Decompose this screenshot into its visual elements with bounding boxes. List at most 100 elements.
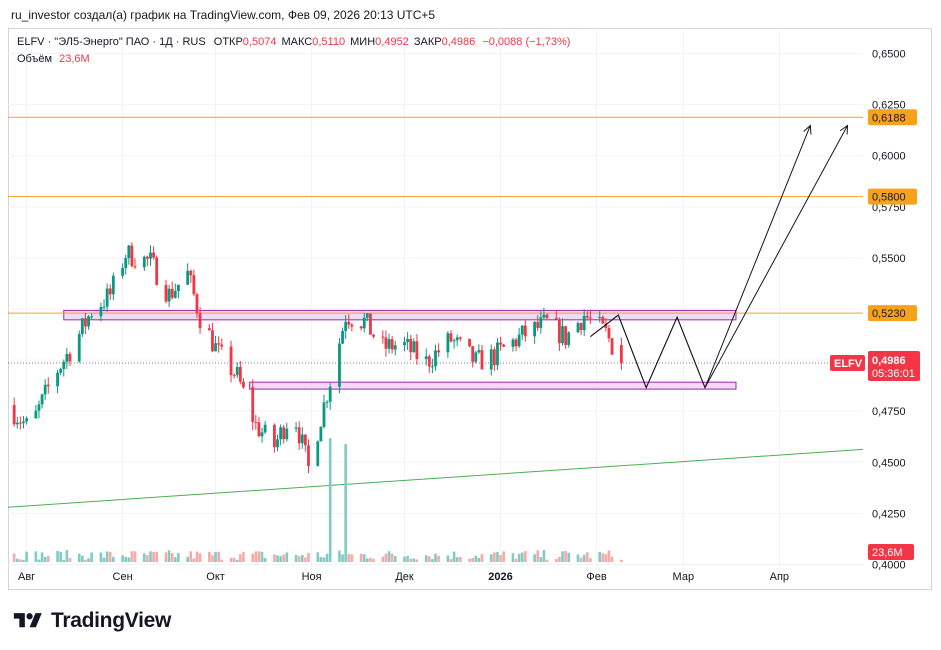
price-chart[interactable]: 0,4000 0,4250 0,4500 0,4750 0,5500 0,5750 0,60… xyxy=(8,28,932,590)
volume-bar xyxy=(149,551,152,562)
last-price-tag xyxy=(868,350,920,381)
y-tick-label: 0,4750 xyxy=(872,406,906,418)
volume-bar xyxy=(341,554,344,562)
candle xyxy=(65,353,69,362)
volume-bar xyxy=(387,551,391,562)
volume-bar xyxy=(12,553,16,562)
candle xyxy=(316,441,320,466)
candle xyxy=(279,427,283,440)
volume-bar xyxy=(170,553,174,562)
candle xyxy=(533,321,537,337)
volume-bar xyxy=(121,555,124,562)
legend-high-label: МАКС xyxy=(281,36,313,48)
candle xyxy=(173,290,177,298)
candle xyxy=(322,402,326,427)
volume-tag-label: 23,6M xyxy=(872,547,903,559)
candle xyxy=(155,257,159,285)
volume-bar xyxy=(25,551,28,562)
candle xyxy=(282,427,286,440)
candle xyxy=(545,314,549,318)
y-tick-label: 0,4250 xyxy=(872,508,906,520)
volume-bar xyxy=(424,555,428,562)
chart-author-header: ru_investor создал(а) график на TradingV… xyxy=(11,8,436,22)
volume-bar xyxy=(524,551,527,562)
candle xyxy=(449,333,453,342)
volume-bar xyxy=(403,556,406,562)
candle xyxy=(434,350,437,367)
candle xyxy=(84,318,87,327)
tradingview-branding[interactable]: TradingView xyxy=(11,606,171,636)
candle xyxy=(502,344,506,347)
legend-open-label: ОТКР xyxy=(213,36,243,48)
volume-bar xyxy=(105,551,109,562)
volume-bar xyxy=(34,551,38,562)
volume-bar xyxy=(124,557,128,562)
candle xyxy=(582,315,586,331)
candle xyxy=(133,266,137,268)
volume-bar xyxy=(90,552,93,562)
volume-bar xyxy=(167,550,171,562)
volume-bar xyxy=(127,557,131,562)
x-tick-label: Сен xyxy=(113,571,133,583)
volume-bar xyxy=(220,559,224,562)
volume-tag xyxy=(868,544,914,560)
volume-bar xyxy=(46,555,50,562)
candle xyxy=(390,339,394,350)
volume-bar xyxy=(173,557,177,562)
volume-bar xyxy=(372,558,375,562)
y-tick-label: 0,5500 xyxy=(872,253,906,265)
volume-bar xyxy=(307,552,310,562)
candle xyxy=(220,344,224,347)
candle xyxy=(300,434,304,444)
candle xyxy=(273,424,276,448)
volume-bar xyxy=(273,554,276,562)
volume-bar xyxy=(502,551,505,562)
candle xyxy=(176,284,180,291)
volume-bar xyxy=(37,559,41,562)
candle xyxy=(604,323,608,328)
volume-bar xyxy=(232,558,236,562)
volume-bar xyxy=(431,559,434,562)
candle xyxy=(294,427,298,429)
candle xyxy=(365,313,369,318)
candle xyxy=(90,316,94,318)
volume-bar xyxy=(164,552,168,562)
projection-path-2 xyxy=(590,125,848,390)
x-tick-label: Дек xyxy=(395,571,414,583)
candle xyxy=(15,422,19,425)
candle xyxy=(415,341,419,360)
volume-bar xyxy=(604,554,608,562)
level-price-label: 0,6188 xyxy=(872,112,906,124)
volume-bar xyxy=(474,555,478,562)
candle xyxy=(18,422,22,424)
candle xyxy=(369,313,372,335)
volume-bar xyxy=(496,552,499,562)
volume-bar xyxy=(533,554,536,562)
volume-bar xyxy=(279,556,282,562)
candle xyxy=(474,352,478,362)
volume-bar xyxy=(582,554,586,562)
symbol-legend: ELFV · "ЭЛ5-Энерго" ПАО · 1Д · RUS ОТКР0… xyxy=(17,36,570,48)
volume-bar xyxy=(620,559,623,562)
candle xyxy=(344,321,348,331)
candle xyxy=(539,317,543,328)
candle xyxy=(564,326,568,346)
candle xyxy=(59,368,63,373)
volume-bar xyxy=(77,553,81,562)
volume-bar xyxy=(56,550,59,562)
level-price-label: 0,5230 xyxy=(872,308,906,320)
volume-bar xyxy=(452,551,456,562)
volume-bar xyxy=(81,555,84,562)
candle xyxy=(235,366,239,376)
candle xyxy=(102,306,106,308)
candle xyxy=(164,284,168,302)
candle xyxy=(170,288,174,298)
candle xyxy=(619,344,623,363)
candle xyxy=(387,339,391,349)
candle xyxy=(297,427,301,444)
x-tick-label: 2026 xyxy=(488,571,512,583)
candle xyxy=(319,426,323,442)
candle xyxy=(362,317,366,329)
x-tick-label: Окт xyxy=(206,571,225,583)
volume-bar xyxy=(542,550,546,562)
